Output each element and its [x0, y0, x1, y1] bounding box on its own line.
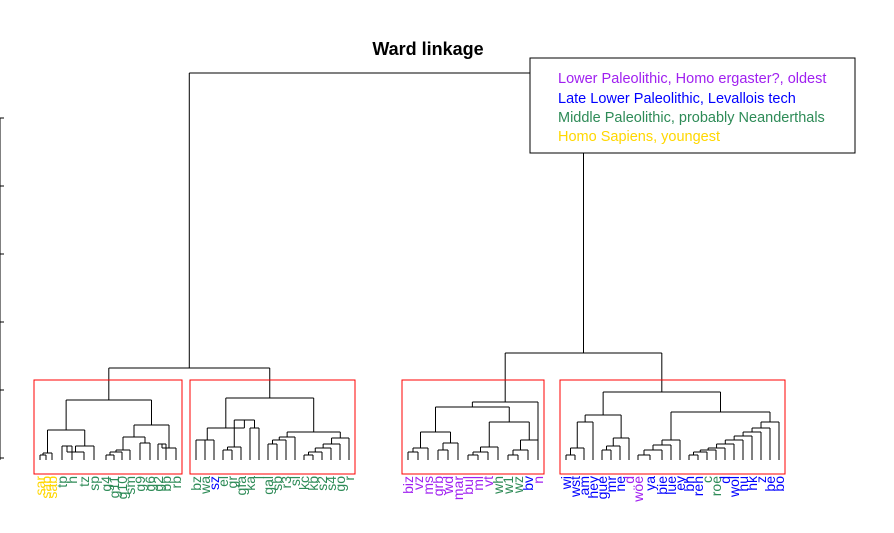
legend-item-neanderthal: Middle Paleolithic, probably Neanderthal…: [558, 110, 825, 126]
leaf-label: g4: [98, 476, 114, 492]
dendrogram-branches: [39, 72, 780, 460]
leaf-label: rb: [168, 476, 184, 489]
leaf-label: n: [530, 476, 546, 484]
leaf-label: bv: [520, 476, 536, 491]
legend-item-levallois: Late Lower Paleolithic, Levallois tech: [558, 91, 796, 107]
leaf-label: be: [762, 476, 778, 492]
leaf-label: gfa: [233, 476, 249, 496]
cluster-box: [33, 379, 183, 475]
leaf-label: vt: [480, 476, 496, 487]
leaf-label: wd: [440, 476, 456, 495]
leaf-label: gal: [260, 476, 276, 495]
leaf-label: wz: [510, 476, 526, 494]
legend: Lower Paleolithic, Homo ergaster?, oldes…: [529, 57, 856, 154]
leaf-label: wi: [558, 476, 574, 490]
leaf-label: wst: [567, 476, 583, 498]
leaf-label: ka: [242, 476, 258, 491]
leaf-label: roe: [708, 476, 724, 496]
leaf-label: ne: [612, 476, 628, 492]
leaf-label: ya: [642, 476, 658, 491]
leaf-label: tz: [76, 476, 92, 487]
leaf-label: mar: [450, 476, 466, 500]
leaf-label: vz: [410, 476, 426, 490]
leaf-label: wa: [197, 476, 213, 495]
leaf-label: sz: [206, 476, 222, 490]
leaf-label: mr: [603, 476, 619, 493]
leaf-label: z: [753, 476, 769, 483]
leaf-label: biz: [400, 476, 416, 494]
leaf-label: wh: [490, 476, 506, 495]
leaf-label: reh: [690, 476, 706, 496]
leaf-label: sm: [122, 476, 138, 495]
leaf-label: sab: [38, 476, 54, 499]
leaf-label: grb: [430, 476, 446, 496]
leaf-label: bb: [158, 476, 174, 492]
leaf-label: l: [251, 476, 267, 479]
leaf-label: r3: [278, 476, 294, 489]
legend-item-lower-paleolithic: Lower Paleolithic, Homo ergaster?, oldes…: [558, 71, 826, 87]
leaf-label: g2: [150, 476, 166, 492]
leaf-label: kc: [296, 476, 312, 490]
leaf-label: hey: [585, 476, 601, 499]
leaf-label: kb: [305, 476, 321, 491]
leaf-label: wol: [726, 476, 742, 498]
leaf-label: gr: [224, 476, 240, 489]
leaf-label: g10: [114, 476, 130, 500]
leaf-label: el: [215, 476, 231, 487]
leaf-label: wöe: [630, 476, 646, 503]
leaf-label: g9: [132, 476, 148, 492]
leaf-label: am: [576, 476, 592, 495]
cluster-boxes: [33, 379, 786, 475]
leaf-label: lue: [663, 476, 679, 495]
leaf-label: sp: [86, 476, 102, 491]
leaf-label: g11: [106, 476, 122, 499]
y-axis: [0, 117, 4, 460]
cluster-box: [401, 379, 545, 475]
leaf-label: d: [717, 476, 733, 484]
leaf-label: tp: [54, 476, 70, 488]
leaf-label: hu: [735, 476, 751, 492]
leaf-label: gue: [594, 476, 610, 500]
leaf-label: sb: [269, 476, 285, 491]
leaf-label: sar: [32, 476, 48, 496]
leaf-label: s2: [314, 476, 330, 491]
leaf-label: g6: [142, 476, 158, 492]
leaf-label: c: [699, 476, 715, 483]
leaf-label: sab: [44, 476, 60, 499]
leaf-label: bie: [654, 476, 670, 495]
leaf-label: h: [64, 476, 80, 484]
cluster-box: [189, 379, 356, 475]
leaf-label: r: [341, 476, 357, 481]
leaf-label: d: [621, 476, 637, 484]
legend-item-homo-sapiens: Homo Sapiens, youngest: [558, 129, 720, 145]
leaf-label: ml: [470, 476, 486, 491]
leaf-label: s4: [323, 476, 339, 491]
cluster-box: [559, 379, 786, 475]
leaf-label: w1: [500, 476, 516, 495]
leaf-label: bul: [460, 476, 476, 495]
leaf-label: go: [332, 476, 348, 492]
leaf-label: hk: [744, 475, 760, 491]
leaf-label: ms: [420, 476, 436, 495]
leaf-label: sl: [287, 476, 303, 486]
leaf-label: ey: [672, 476, 688, 491]
leaf-label: bh: [681, 476, 697, 492]
leaf-label: bo: [771, 476, 787, 492]
leaf-label: bz: [188, 476, 204, 491]
chart-title: Ward linkage: [372, 39, 483, 59]
legend-box: [529, 57, 856, 154]
